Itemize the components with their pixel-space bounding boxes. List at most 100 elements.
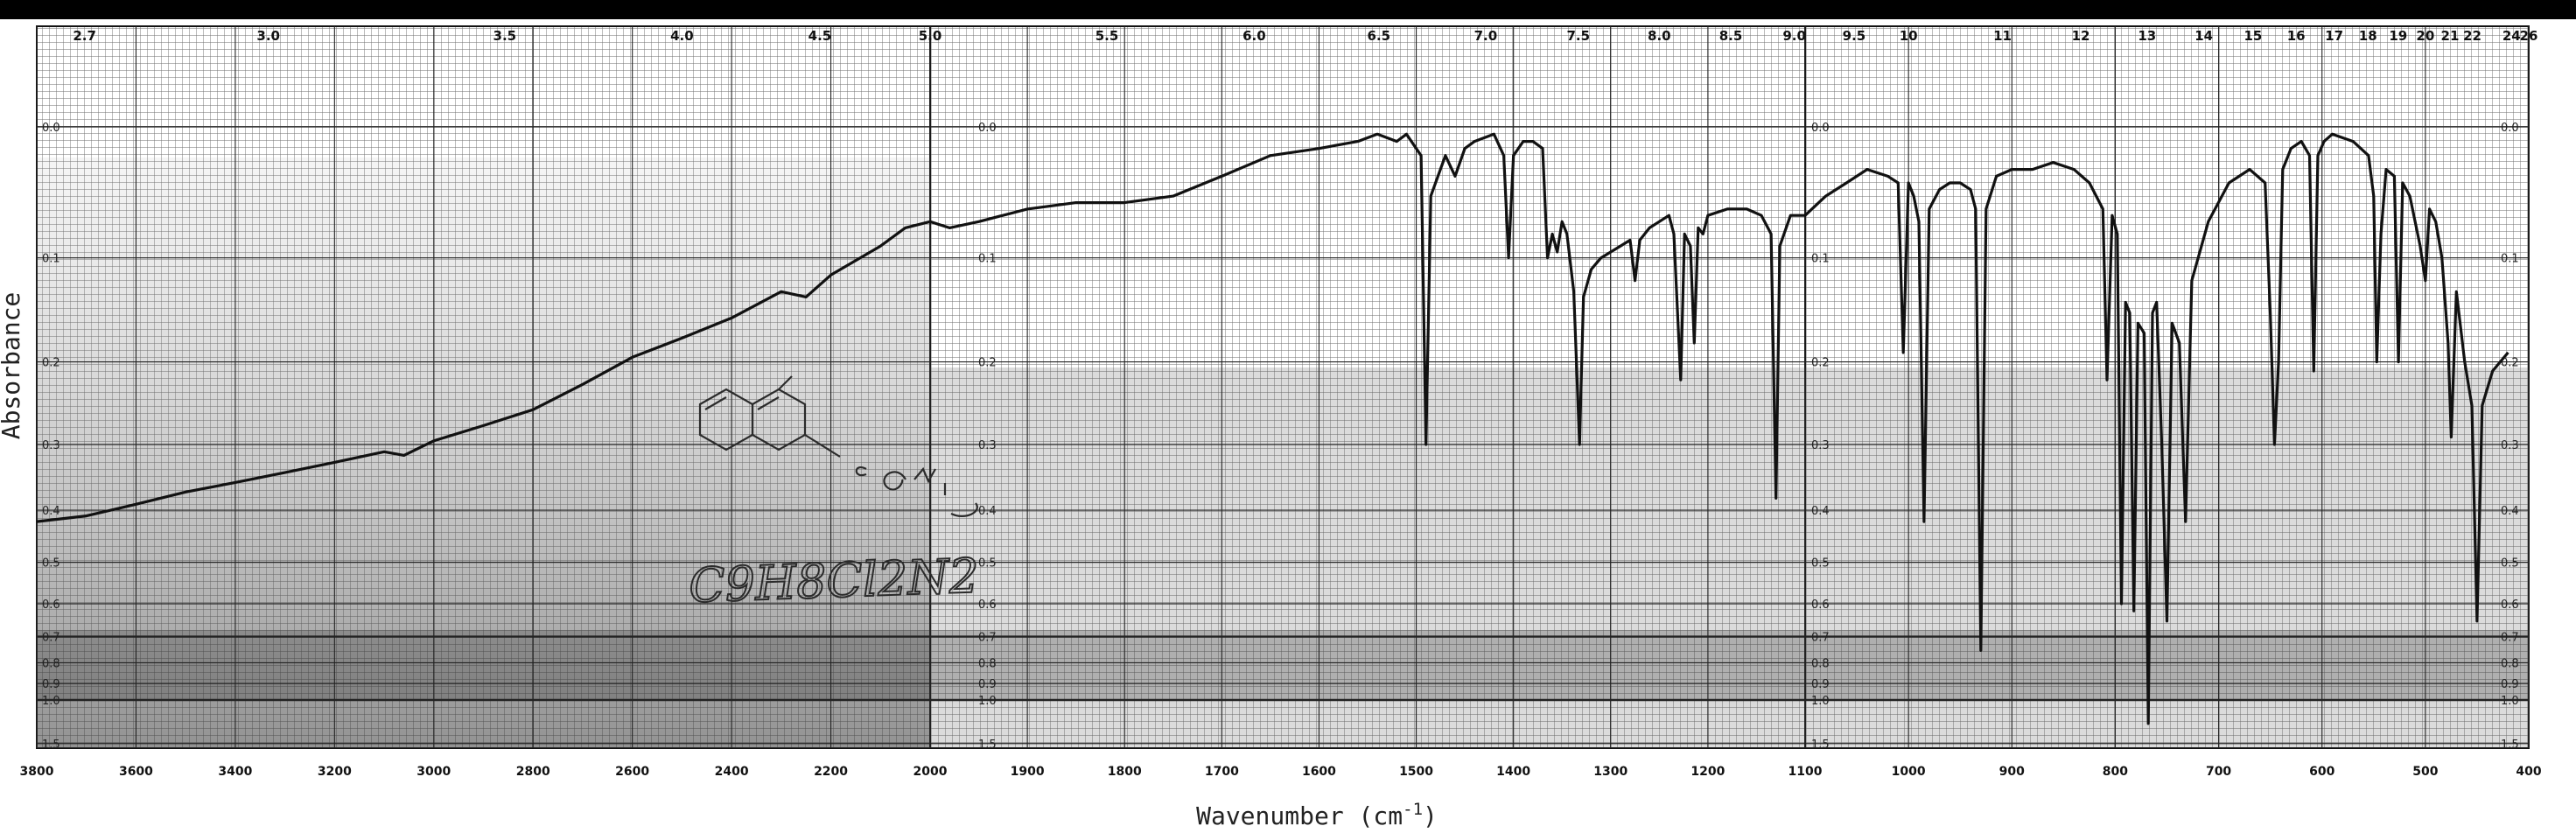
absorbance-tick-6-2: 0.6 [1811,598,1830,612]
bottom-tick-label-12: 1700 [1205,765,1239,779]
top-tick-label-1: 3.0 [256,28,280,44]
absorbance-tick-9-2: 0.9 [1811,678,1830,691]
bottom-tick-label-16: 1300 [1593,765,1628,779]
absorbance-tick-11-1: 1.5 [978,738,997,752]
absorbance-tick-3-2: 0.3 [1811,439,1830,452]
top-tick-label-2: 3.5 [494,28,517,44]
absorbance-tick-7-1: 0.7 [978,632,997,645]
absorbance-tick-4-3: 0.4 [2501,505,2519,518]
absorbance-tick-7-3: 0.7 [2501,632,2519,645]
absorbance-tick-1-3: 0.1 [2501,253,2519,266]
top-tick-label-26: 21 [2441,28,2460,44]
bottom-tick-label-24: 500 [2412,765,2438,779]
top-tick-label-28: 24 [2502,28,2521,44]
top-tick-label-0: 2.7 [73,28,96,44]
top-tick-label-8: 6.5 [1368,28,1391,44]
absorbance-tick-8-0: 0.8 [42,657,60,670]
bottom-tick-label-20: 900 [1999,765,2025,779]
bottom-tick-label-19: 1000 [1892,765,1926,779]
top-tick-label-4: 4.5 [808,28,832,44]
bottom-tick-label-11: 1800 [1108,765,1142,779]
bottom-tick-label-3: 3200 [318,765,352,779]
bottom-tick-label-7: 2400 [715,765,749,779]
absorbance-tick-5-2: 0.5 [1811,557,1830,570]
absorbance-tick-0-0: 0.0 [42,122,60,135]
absorbance-tick-10-0: 1.0 [42,695,60,708]
bottom-tick-label-22: 700 [2206,765,2231,779]
top-tick-label-11: 8.0 [1648,28,1671,44]
absorbance-tick-3-0: 0.3 [42,439,60,452]
top-tick-label-10: 7.5 [1566,28,1590,44]
top-tick-label-17: 12 [2072,28,2090,44]
absorbance-tick-10-2: 1.0 [1811,695,1830,708]
absorbance-tick-7-0: 0.7 [42,632,60,645]
absorbance-tick-10-3: 1.0 [2501,695,2519,708]
bottom-wavenumber-axis: 3800 3600 3400 3200 3000 2800 2600 2400 2200 2000… [20,765,2542,779]
absorbance-tick-11-0: 1.5 [42,738,60,752]
absorbance-axis: 0.0 0.0 0.0 0.0 0.1 0.1 0.1 0.1 0.2 0.2 0.2 0.2 0.3 0… [42,122,2519,752]
bottom-tick-label-5: 2800 [516,765,550,779]
bottom-tick-label-8: 2200 [814,765,848,779]
absorbance-tick-5-0: 0.5 [42,557,60,570]
bottom-tick-label-14: 1500 [1399,765,1433,779]
top-tick-label-3: 4.0 [670,28,694,44]
top-tick-label-9: 7.0 [1474,28,1498,44]
absorbance-tick-5-1: 0.5 [978,557,997,570]
absorbance-tick-9-1: 0.9 [978,678,997,691]
bottom-tick-label-25: 400 [2516,765,2541,779]
top-tick-label-12: 8.5 [1719,28,1743,44]
top-tick-label-21: 16 [2287,28,2306,44]
shaded-region [37,158,2529,748]
absorbance-tick-6-1: 0.6 [978,598,997,612]
absorbance-tick-11-2: 1.5 [1811,738,1830,752]
absorbance-tick-2-0: 0.2 [42,357,60,370]
bottom-tick-label-17: 1200 [1690,765,1725,779]
bottom-tick-label-9: 2000 [914,765,948,779]
absorbance-tick-8-3: 0.8 [2501,657,2519,670]
bottom-tick-label-6: 2600 [615,765,649,779]
top-tick-label-7: 6.0 [1242,28,1266,44]
handwritten-structure [698,375,978,518]
bottom-tick-label-1: 3600 [119,765,153,779]
y-axis-title: Absorbance [0,292,25,440]
absorbance-tick-4-0: 0.4 [42,505,60,518]
top-tick-label-20: 15 [2244,28,2263,44]
top-micron-axis: 2.7 3.0 3.5 4.0 4.5 5.0 5.5 6.0 6.5 7.0 7.5 8.0 8.5 9… [73,28,2538,44]
formula-annotation: C9H8Cl2N2 [688,548,980,613]
top-tick-label-22: 17 [2325,28,2343,44]
top-tick-label-19: 14 [2194,28,2213,44]
absorbance-tick-7-2: 0.7 [1811,632,1830,645]
absorbance-tick-8-1: 0.8 [978,657,997,670]
absorbance-tick-9-3: 0.9 [2501,678,2519,691]
absorbance-tick-10-1: 1.0 [978,695,997,708]
absorbance-tick-0-3: 0.0 [2501,122,2519,135]
absorbance-tick-4-2: 0.4 [1811,505,1830,518]
top-tick-label-15: 10 [1900,28,1918,44]
top-tick-label-27: 22 [2463,28,2482,44]
bottom-tick-label-4: 3000 [416,765,451,779]
absorbance-tick-3-1: 0.3 [978,439,997,452]
absorbance-tick-2-1: 0.2 [978,357,997,370]
absorbance-tick-8-2: 0.8 [1811,657,1830,670]
top-tick-label-18: 13 [2138,28,2156,44]
bottom-tick-label-23: 600 [2309,765,2334,779]
top-tick-label-25: 20 [2416,28,2434,44]
top-tick-label-23: 18 [2359,28,2377,44]
top-tick-label-16: 11 [1993,28,2012,44]
absorbance-tick-1-0: 0.1 [42,253,60,266]
top-tick-label-29: 26 [2520,28,2538,44]
bottom-tick-label-18: 1100 [1788,765,1823,779]
x-axis-title: Wavenumber (cm-1) [1196,800,1438,830]
absorbance-tick-6-3: 0.6 [2501,598,2519,612]
absorbance-tick-4-1: 0.4 [978,505,997,518]
bottom-tick-label-13: 1600 [1302,765,1336,779]
absorbance-tick-0-1: 0.0 [978,122,997,135]
bottom-tick-label-15: 1400 [1496,765,1530,779]
chart-top-frame-bar [0,0,2576,19]
bottom-tick-label-0: 3800 [20,765,54,779]
absorbance-tick-9-0: 0.9 [42,678,60,691]
shade-left-panel [37,158,930,748]
absorbance-tick-1-2: 0.1 [1811,253,1830,266]
absorbance-tick-2-3: 0.2 [2501,357,2519,370]
